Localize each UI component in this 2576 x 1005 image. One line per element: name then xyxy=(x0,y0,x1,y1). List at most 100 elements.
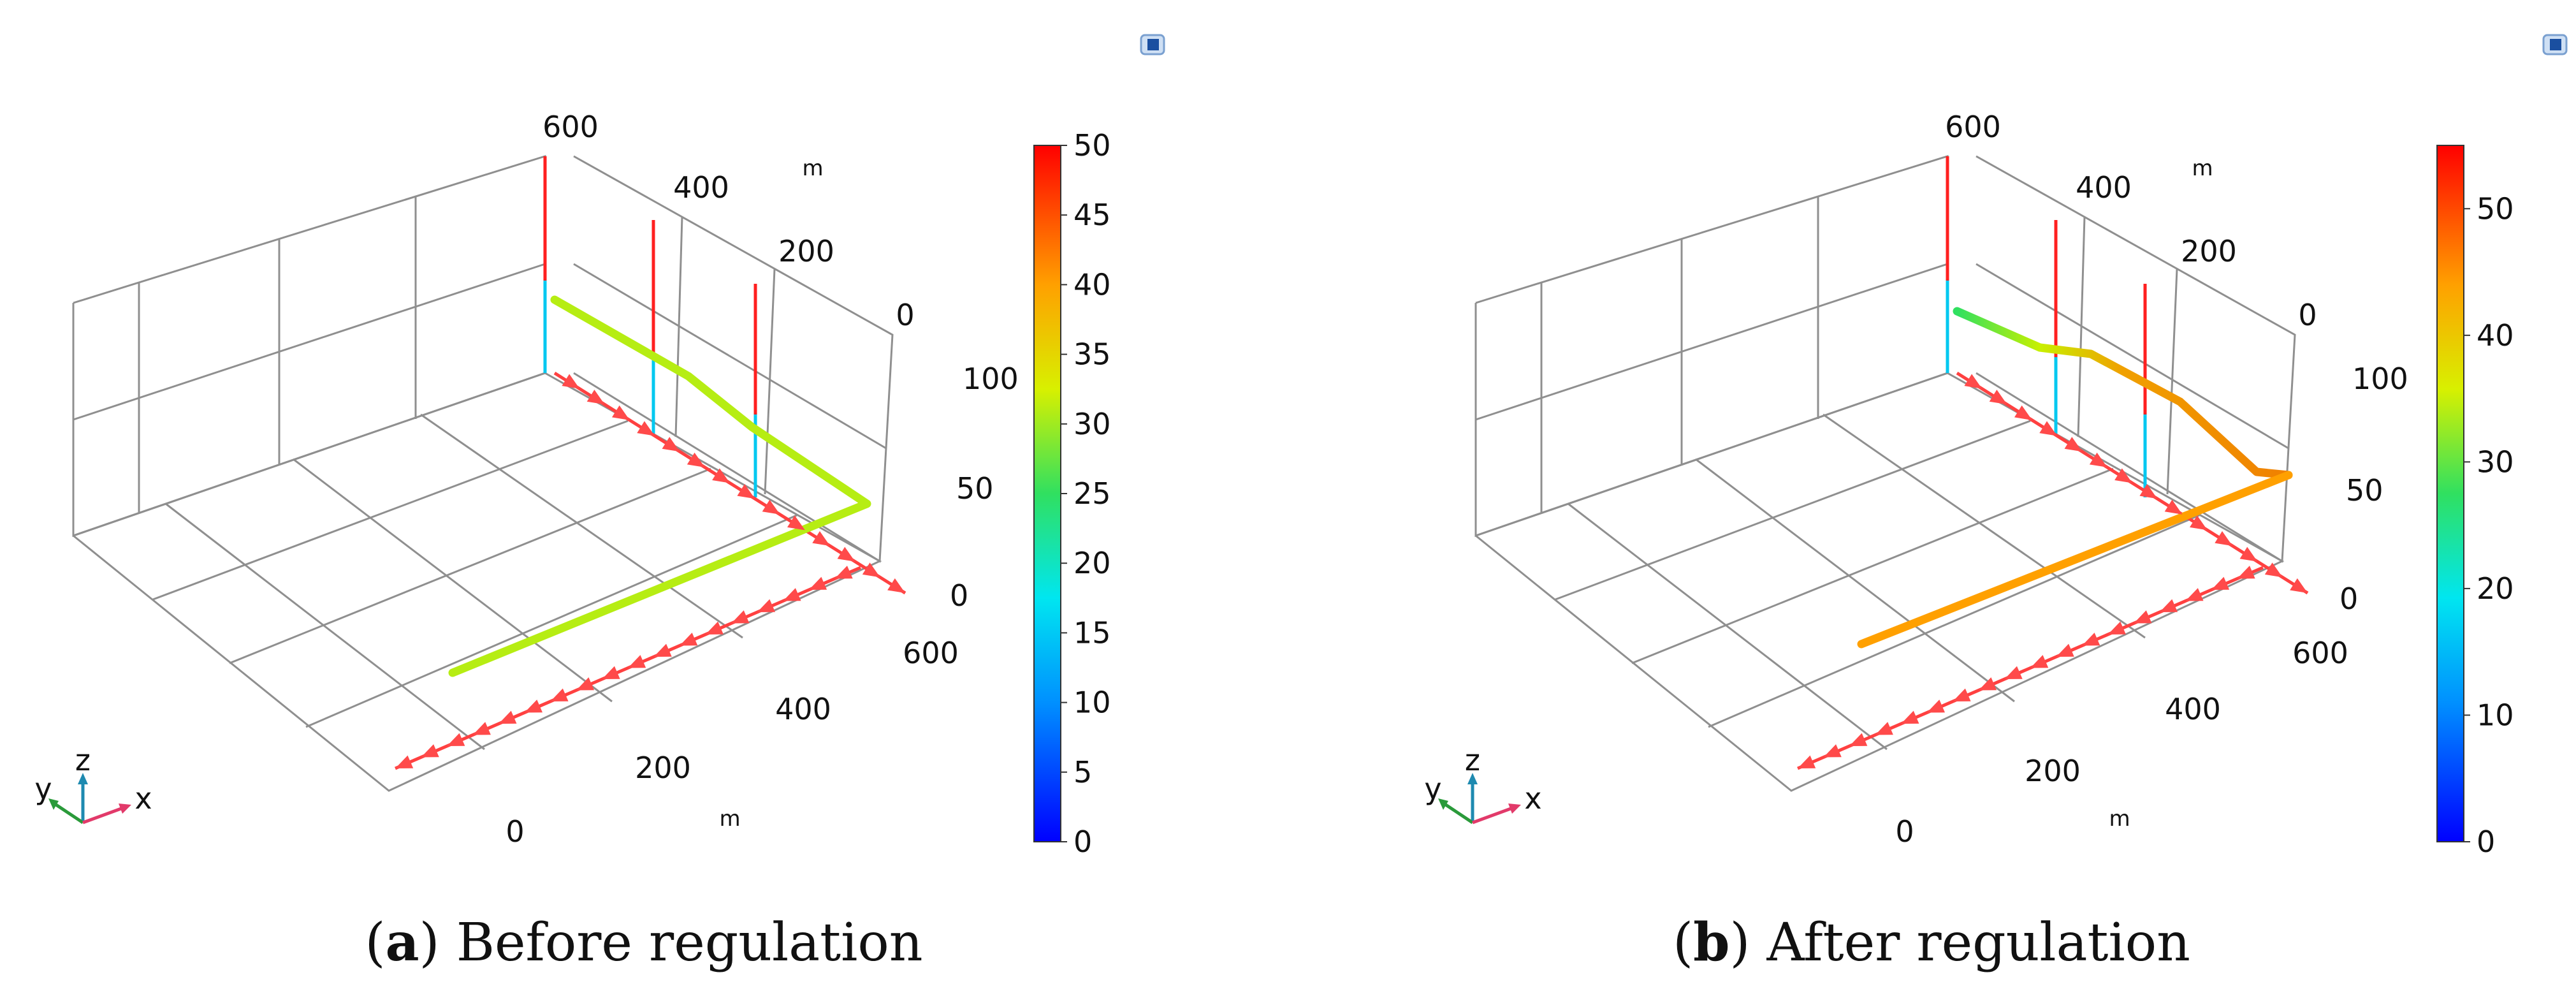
colorbar-tick-label: 25 xyxy=(1073,476,1111,511)
x-tick-label: 200 xyxy=(635,751,691,785)
caption-text: Before regulation xyxy=(439,913,923,973)
unit-label: m xyxy=(2192,156,2213,181)
wells xyxy=(1946,156,2147,497)
flow-arrowhead xyxy=(2211,576,2230,590)
flow-arrowhead xyxy=(757,599,776,612)
flow-arrowhead xyxy=(421,744,439,758)
flow-arrowhead xyxy=(602,666,620,679)
colorbar-tick-label: 50 xyxy=(2477,191,2514,226)
y-tick-label: 0 xyxy=(896,298,914,332)
y-tick-label: 0 xyxy=(2298,298,2317,332)
y-tick-label: 200 xyxy=(778,234,834,268)
caption-letter: a xyxy=(385,912,419,973)
flow-arrowhead xyxy=(687,452,705,467)
flow-arrowhead xyxy=(2164,499,2183,515)
flow-arrowhead xyxy=(2089,452,2107,467)
flow-arrowhead xyxy=(2189,515,2208,531)
flow-arrowhead xyxy=(653,643,672,657)
flow-arrowhead xyxy=(2239,547,2258,562)
colorbar-tick-label: 10 xyxy=(1073,686,1111,720)
axis-triad: z y x xyxy=(34,743,152,825)
flow-arrowhead xyxy=(2139,484,2158,499)
flow-arrowhead xyxy=(862,562,880,578)
z-tick-label: 100 xyxy=(963,362,1019,396)
flow-arrowhead xyxy=(2082,633,2100,646)
y-axis-ticks: 600 400 200 0 xyxy=(542,110,915,332)
colorbar-tick-label: 20 xyxy=(2477,571,2514,606)
colorbar xyxy=(2436,145,2464,842)
flow-arrowhead xyxy=(498,710,517,724)
caption-text: After regulation xyxy=(1750,913,2190,973)
x-axis-ticks: 0 200 400 600 xyxy=(1895,636,2348,849)
z-axis-ticks: 0 50 100 xyxy=(2340,362,2408,616)
caption: (b) After regulation xyxy=(1673,912,2190,973)
unit-label: m xyxy=(2109,806,2130,832)
triad-y-label: y xyxy=(34,772,52,806)
flow-arrowhead xyxy=(1926,700,1946,713)
panel-after-regulation: 600 400 200 0 0 50 100 0 200 400 600 m m xyxy=(1288,0,2575,1005)
colorbar-tick-label: 20 xyxy=(1073,546,1111,580)
plot-3d-before: 600 400 200 0 0 50 100 0 200 400 600 m m xyxy=(34,34,1165,859)
triad-x-label: x xyxy=(135,781,152,816)
y-axis-ticks: 600 400 200 0 xyxy=(1945,110,2317,332)
flow-arrowhead xyxy=(837,547,855,562)
flow-arrowhead xyxy=(680,633,698,646)
unit-label: m xyxy=(719,806,740,832)
flow-arrowhead xyxy=(1964,374,1983,389)
unit-label: m xyxy=(802,156,823,181)
colorbar-tick-label: 40 xyxy=(1073,267,1111,302)
flow-arrowhead xyxy=(1849,733,1868,746)
flow-arrowhead xyxy=(1875,722,1893,735)
caption-letter: b xyxy=(1693,912,1730,973)
x-tick-label: 200 xyxy=(2025,754,2081,788)
y-tick-label: 200 xyxy=(2181,234,2237,268)
flow-arrowhead xyxy=(2114,468,2132,483)
flow-arrowhead xyxy=(2185,588,2204,601)
z-axis-ticks: 0 50 100 xyxy=(950,362,1019,613)
flow-arrowhead xyxy=(1978,677,1997,691)
colorbar-tick-label: 45 xyxy=(1073,198,1111,232)
flow-arrowhead xyxy=(731,610,750,624)
grid-walls xyxy=(72,154,894,792)
flow-arrowhead xyxy=(2237,566,2255,579)
flow-arrowhead xyxy=(2039,421,2058,436)
flow-arrowhead xyxy=(737,484,755,499)
flow-arrowhead xyxy=(1823,744,1842,758)
flow-arrowhead xyxy=(1953,688,1971,701)
x-tick-label: 400 xyxy=(775,692,831,726)
triad-z-label: z xyxy=(75,743,91,777)
flow-arrowhead xyxy=(2014,405,2032,420)
flow-arrowhead xyxy=(787,515,805,531)
colorbar-ticks: 0 5 10 15 20 25 30 35 40 45 50 xyxy=(1061,128,1111,859)
pipeline xyxy=(1857,307,2293,649)
comsol-logo-icon xyxy=(1140,34,1165,55)
x-tick-label: 600 xyxy=(2292,636,2348,670)
colorbar xyxy=(1033,145,1061,842)
flow-arrowhead xyxy=(1901,710,1919,724)
comsol-logo-icon xyxy=(2542,34,2568,55)
flow-arrowhead xyxy=(586,390,605,405)
flow-arrowhead xyxy=(1798,755,1816,768)
colorbar-tick-label: 10 xyxy=(2477,698,2514,732)
flow-arrowhead xyxy=(395,755,414,768)
colorbar-tick-label: 30 xyxy=(2477,444,2514,479)
x-axis-ticks: 0 200 400 600 xyxy=(506,636,959,849)
flow-arrowhead xyxy=(808,576,827,590)
flow-arrowhead xyxy=(576,677,595,691)
flow-arrowhead xyxy=(1989,390,2007,405)
flow-arrowhead xyxy=(2004,666,2023,679)
x-tick-label: 600 xyxy=(903,636,959,670)
flow-arrowhead xyxy=(2107,621,2126,635)
flow-arrowhead xyxy=(783,588,801,601)
flow-arrowhead xyxy=(611,405,630,420)
y-tick-label: 400 xyxy=(2076,170,2132,205)
z-tick-label: 0 xyxy=(2340,582,2358,616)
flow-arrowhead xyxy=(472,722,491,735)
z-tick-label: 0 xyxy=(950,578,968,613)
y-tick-label: 600 xyxy=(1945,110,2001,144)
flow-arrowhead xyxy=(637,421,655,436)
flow-arrowhead xyxy=(712,468,730,483)
z-tick-label: 50 xyxy=(2346,473,2383,508)
flow-arrowhead xyxy=(550,688,569,701)
triad-y-label: y xyxy=(1424,772,1441,806)
